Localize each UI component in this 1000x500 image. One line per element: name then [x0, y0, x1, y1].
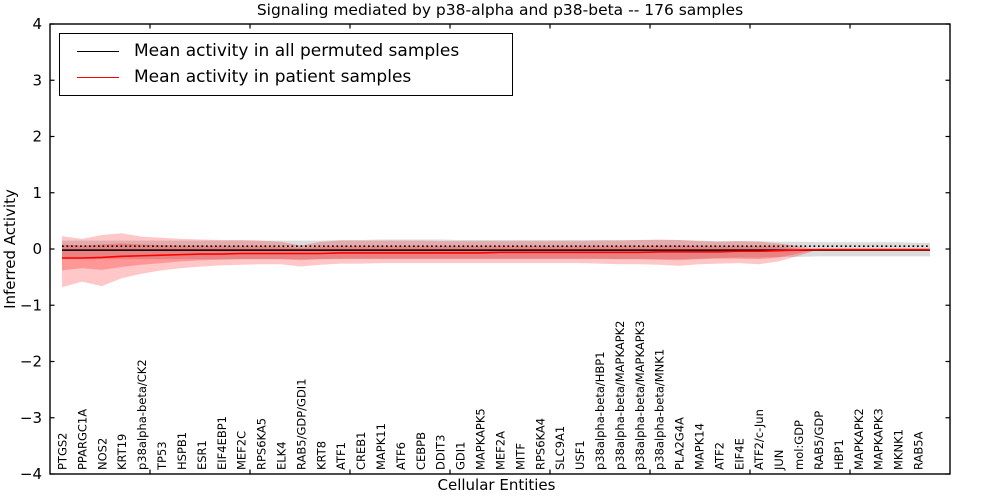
y-tick-label: −1	[20, 296, 42, 314]
x-category-label: RAB5A	[912, 431, 926, 470]
x-category-label: ATF2	[712, 442, 726, 470]
y-tick-label: −3	[20, 409, 42, 427]
x-category-label: SLC9A1	[553, 426, 567, 470]
x-category-label: DDIT3	[434, 435, 448, 470]
x-category-label: PPARGC1A	[75, 409, 89, 470]
legend: Mean activity in all permuted samples Me…	[59, 33, 513, 96]
y-tick-label: −4	[20, 465, 42, 483]
y-axis-label: Inferred Activity	[1, 189, 19, 309]
patient-line-swatch	[77, 77, 119, 78]
confidence-bands	[62, 233, 930, 288]
x-category-label: PLA2G4A	[673, 417, 687, 470]
x-category-label: MEF2A	[493, 431, 507, 470]
legend-item-patient: Mean activity in patient samples	[60, 69, 512, 86]
axis-ticks	[50, 23, 950, 475]
x-category-label: ESR1	[195, 440, 209, 470]
x-category-label: PTGS2	[56, 433, 70, 471]
y-tick-label: 3	[32, 71, 42, 89]
x-category-label: MAPK11	[374, 423, 388, 470]
x-category-label: CEBPB	[414, 432, 428, 470]
x-category-label: p38alpha-beta/MAPKAPK3	[633, 321, 647, 471]
chart-title: Signaling mediated by p38-alpha and p38-…	[256, 1, 744, 19]
x-category-label: p38alpha-beta/HBP1	[593, 351, 607, 470]
x-category-label: ATF1	[334, 442, 348, 470]
x-category-label: MAPKAPK2	[852, 408, 866, 470]
x-category-label: MAPKAPK3	[872, 408, 886, 470]
x-category-label: USF1	[573, 440, 587, 470]
x-category-label: EIF4EBP1	[215, 416, 229, 470]
y-tick-labels: 4 3 2 1 0 −1 −2 −3 −4	[20, 15, 42, 483]
x-category-labels: PTGS2 PPARGC1A NOS2 KRT19 p38alpha-beta/CK2 T…	[56, 321, 926, 472]
legend-item-permuted: Mean activity in all permuted samples	[60, 43, 512, 60]
x-category-label: RAB5/GDP	[812, 411, 826, 470]
legend-label-permuted: Mean activity in all permuted samples	[134, 41, 460, 61]
x-category-label: HBP1	[832, 439, 846, 470]
x-category-label: NOS2	[95, 438, 109, 470]
x-category-label: RAB5/GDP/GDI1	[294, 378, 308, 470]
x-category-label: GDI1	[454, 442, 468, 470]
mean-lines	[62, 245, 930, 259]
x-category-label: MAPK14	[693, 423, 707, 470]
x-category-label: ATF2/c-Jun	[752, 409, 766, 470]
x-category-label: RPS6KA4	[533, 418, 547, 470]
x-axis-label: Cellular Entities	[437, 476, 556, 494]
x-category-label: mol:GDP	[792, 420, 806, 470]
x-category-label: RPS6KA5	[255, 418, 269, 470]
x-category-label: ATF6	[394, 442, 408, 470]
x-category-label: HSPB1	[175, 432, 189, 470]
x-category-label: p38alpha-beta/MNK1	[653, 349, 667, 470]
Mean activity in patient samples	[62, 248, 930, 259]
y-tick-label: 1	[32, 184, 42, 202]
permuted-line-swatch	[77, 51, 119, 52]
x-category-label: TP53	[155, 441, 169, 471]
x-category-label: MEF2C	[235, 431, 249, 470]
x-category-label: ELK4	[274, 441, 288, 470]
x-category-label: MKNK1	[892, 429, 906, 470]
y-tick-label: 0	[32, 240, 42, 258]
y-tick-label: 2	[32, 128, 42, 146]
x-category-label: KRT8	[314, 441, 328, 470]
x-category-label: KRT19	[115, 434, 129, 470]
y-tick-label: 4	[32, 15, 42, 33]
y-tick-label: −2	[20, 353, 42, 371]
x-category-label: EIF4E	[732, 438, 746, 470]
x-category-label: CREB1	[354, 432, 368, 471]
x-category-label: p38alpha-beta/MAPKAPK2	[613, 321, 627, 471]
legend-label-patient: Mean activity in patient samples	[134, 67, 412, 87]
x-category-label: JUN	[772, 450, 786, 471]
x-category-label: p38alpha-beta/CK2	[135, 359, 149, 470]
x-category-label: MITF	[513, 443, 527, 470]
x-category-label: MAPKAPK5	[474, 408, 488, 470]
